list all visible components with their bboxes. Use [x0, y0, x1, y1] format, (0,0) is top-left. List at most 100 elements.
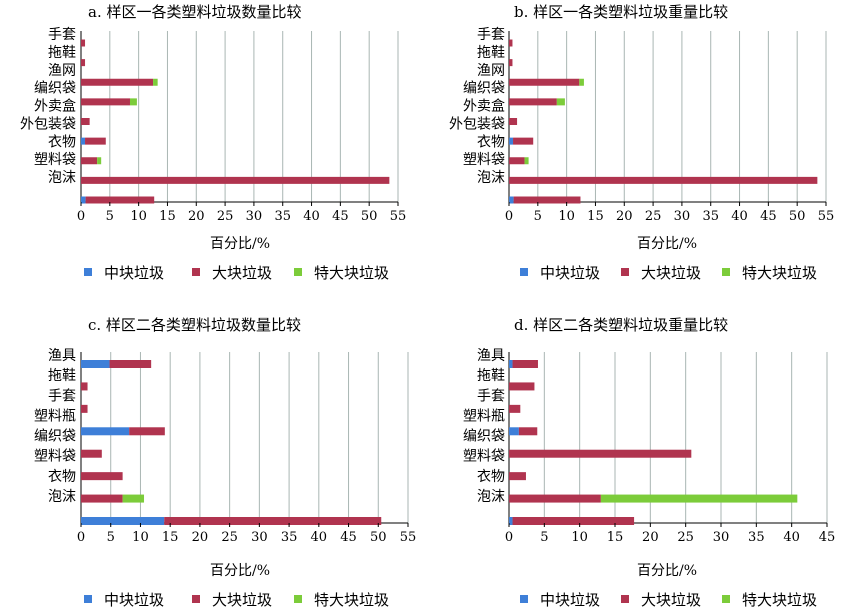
panel-b-x-tick-label: 40 [731, 209, 748, 224]
panel-d-legend-label: 大块垃圾 [641, 591, 701, 609]
panel-a-x-title: 百分比/% [210, 236, 270, 252]
panel-c-legend-label: 大块垃圾 [212, 591, 272, 609]
panel-a-x-tick-label: 10 [130, 209, 147, 224]
panel-a-category-label: 编织袋 [34, 81, 76, 97]
panel-c-bar-large [129, 427, 165, 436]
panel-b-bar-large [509, 157, 525, 165]
panel-b-category-label: 拖鞋 [477, 45, 505, 61]
panel-d-category-label: 塑料袋 [463, 449, 505, 465]
panel-a-category-label: 拖鞋 [48, 45, 76, 61]
panel-d-category-label: 塑料瓶 [463, 408, 505, 424]
panel-b-bar-medium [509, 196, 514, 204]
panel-d-x-tick-label: 0 [505, 530, 513, 545]
panel-c-bar-large [81, 404, 88, 413]
panel-d-legend-swatch [621, 595, 629, 603]
panel-a-x-tick-label: 15 [159, 209, 176, 224]
panel-c-category-label: 塑料袋 [34, 449, 76, 465]
panel-d-x-tick-label: 45 [819, 530, 836, 545]
panel-b-legend-swatch [722, 268, 730, 276]
panel-b-bar-extra-large [524, 157, 529, 165]
panel-c-x-tick-label: 30 [251, 530, 268, 545]
panel-c-bar-medium [81, 517, 165, 525]
panel-a-bar-large [81, 59, 86, 67]
panel-d-category-label: 衣物 [477, 469, 505, 485]
panel-b-x-tick-label: 10 [558, 209, 575, 224]
panel-c-category-label: 衣物 [48, 469, 76, 485]
panel-a-legend-swatch [84, 268, 92, 276]
panel-b-bar-large [509, 118, 518, 125]
panel-d-bar-large [509, 449, 692, 458]
panel-b-category-label: 编织袋 [463, 81, 505, 97]
panel-c-x-tick-label: 20 [192, 530, 209, 545]
panel-d-x-tick-label: 30 [713, 530, 730, 545]
panel-a-category-label: 渔网 [48, 63, 76, 79]
panel-c-legend: 中块垃圾 大块垃圾 特大块垃圾 [84, 591, 389, 609]
panel-d-legend: 中块垃圾 大块垃圾 特大块垃圾 [520, 591, 817, 609]
panel-b-legend-label: 大块垃圾 [641, 264, 701, 282]
panel-b-x-tick-label: 35 [702, 209, 719, 224]
panel-b-category-label: 外卖盒 [463, 98, 505, 115]
panel-b-x-tick-label: 15 [587, 209, 604, 224]
panel-d-bar-medium [509, 517, 513, 525]
panel-c-category-label: 拖鞋 [48, 368, 76, 384]
panel-c-legend-swatch [294, 595, 302, 603]
panel-b-legend-label: 特大块垃圾 [742, 264, 817, 282]
panel-a-bar-large [81, 176, 390, 184]
panel-d-bar-large [509, 494, 601, 503]
panel-b-bar-large [509, 78, 580, 86]
panel-b-category-label: 塑料袋 [463, 152, 505, 168]
panel-a-legend: 中块垃圾 大块垃圾 特大块垃圾 [84, 264, 389, 282]
panel-b-bar-large [509, 176, 818, 184]
panel-c-x-title: 百分比/% [210, 563, 270, 579]
panel-b-x-tick-label: 20 [616, 209, 633, 224]
panel-a-legend-label: 大块垃圾 [212, 264, 272, 282]
panel-c-x-tick-label: 35 [281, 530, 298, 545]
panel-a-bar-large [81, 78, 154, 86]
panel-c-x-tick-label: 40 [311, 530, 328, 545]
panel-b-category-label: 泡沫 [477, 170, 505, 186]
panel-a-category-label: 泡沫 [48, 170, 76, 186]
panel-a-x-tick-label: 35 [274, 209, 291, 224]
panel-d-bar-large [518, 427, 538, 436]
panel-d-bar-medium [509, 427, 519, 436]
panel-b-legend-swatch [621, 268, 629, 276]
panel-a-bar-extra-large [129, 98, 137, 106]
panel-c-bar-large [81, 382, 88, 391]
panel-c-bar-large [81, 472, 123, 481]
panel-b-x-tick-label: 30 [674, 209, 691, 224]
panel-b-bar-large [509, 59, 513, 67]
panel-c-category-label: 手套 [48, 388, 76, 404]
panel-c-legend-swatch [192, 595, 200, 603]
panel-d-category-label: 拖鞋 [477, 368, 505, 384]
panel-b-x-tick-label: 50 [789, 209, 806, 224]
panel-a-legend-swatch [192, 268, 200, 276]
panel-d-x-tick-label: 20 [642, 530, 659, 545]
panel-a-category-label: 外卖盒 [34, 98, 76, 115]
panel-c-category-label: 泡沫 [48, 489, 76, 505]
panel-b-bar-large [509, 39, 513, 47]
panel-a-bar-large [81, 157, 98, 165]
panel-c-bar-large [81, 494, 123, 503]
panel-b: b. 样区一各类塑料垃圾重量比较 百分比/% 手套拖鞋渔网编织袋外卖盒外包装袋衣… [449, 3, 834, 282]
panel-d-bar-large [512, 517, 635, 525]
panel-b-legend: 中块垃圾 大块垃圾 特大块垃圾 [520, 264, 817, 282]
panel-c-category-label: 塑料瓶 [34, 408, 76, 424]
panel-d-bar-extra-large [600, 494, 798, 503]
panel-c-category-label: 编织袋 [34, 429, 76, 445]
panel-c-x-tick-label: 50 [370, 530, 387, 545]
panel-a-bar-extra-large [153, 78, 158, 86]
panel-c-x-tick-label: 5 [107, 530, 115, 545]
panel-d-title: d. 样区二各类塑料垃圾重量比较 [514, 316, 728, 334]
panel-a-x-tick-label: 30 [246, 209, 263, 224]
panel-a-legend-label: 中块垃圾 [104, 264, 164, 282]
panel-d-x-tick-label: 35 [748, 530, 765, 545]
panel-b-legend-label: 中块垃圾 [540, 264, 600, 282]
panel-d-category-label: 手套 [477, 388, 505, 404]
panel-b-category-label: 衣物 [477, 134, 505, 150]
panel-c-category-label: 渔具 [48, 348, 76, 364]
panel-c-bar-large [81, 449, 102, 458]
panel-d: d. 样区二各类塑料垃圾重量比较 百分比/% 渔具拖鞋手套塑料瓶编织袋塑料袋衣物… [463, 316, 835, 609]
panel-c: c. 样区二各类塑料垃圾数量比较 百分比/% 渔具拖鞋手套塑料瓶编织袋塑料袋衣物… [34, 316, 416, 609]
panel-b-bar-extra-large [556, 98, 565, 106]
panel-b-title: b. 样区一各类塑料垃圾重量比较 [514, 3, 728, 21]
